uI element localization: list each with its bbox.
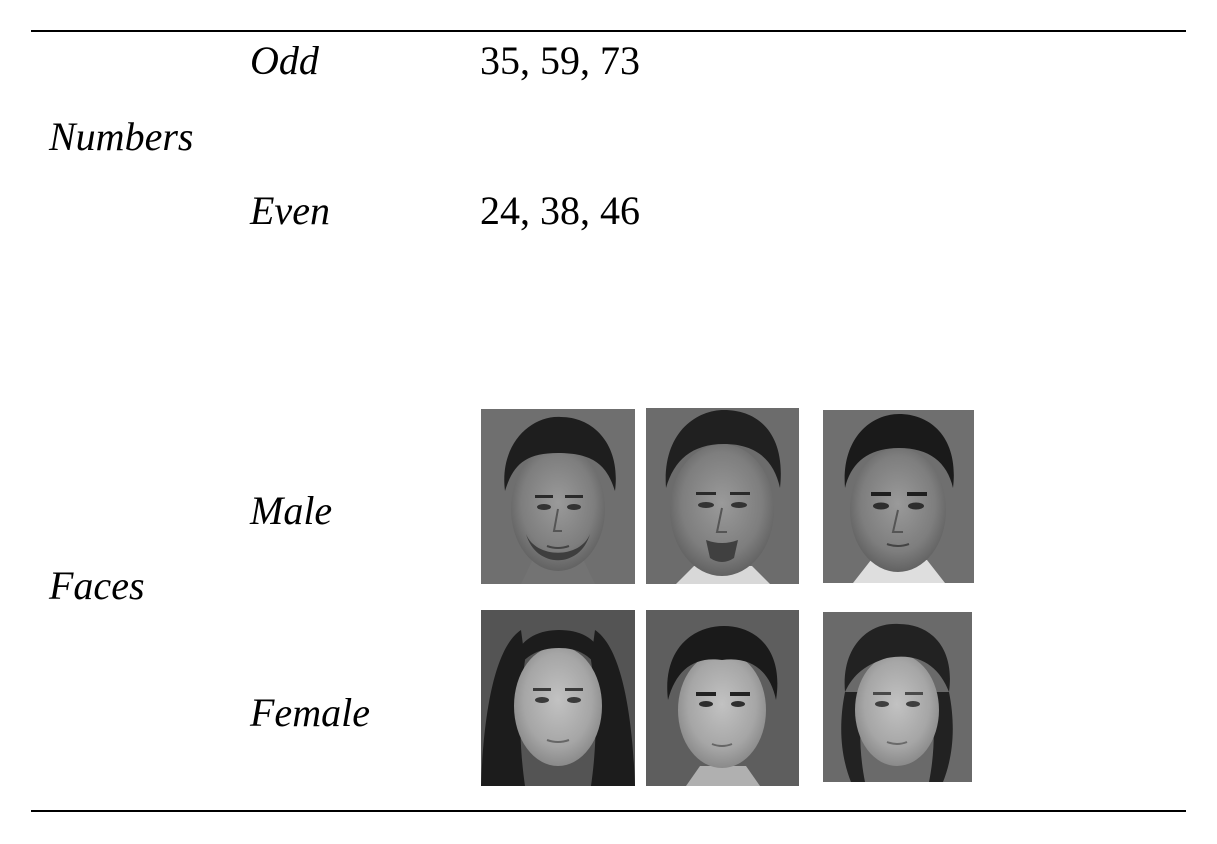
category-faces: Faces (49, 563, 145, 608)
odd-values: 35, 59, 73 (480, 38, 640, 83)
row-label-even: Even (250, 188, 330, 233)
male-face-photo (823, 410, 974, 583)
row-label-odd: Odd (250, 38, 319, 83)
female-face-photo (823, 612, 972, 782)
row-label-male: Male (250, 488, 333, 533)
male-face-photo (646, 408, 799, 584)
female-face-photo (646, 610, 799, 786)
bottom-rule (31, 810, 1186, 812)
even-values: 24, 38, 46 (480, 188, 640, 233)
row-label-female: Female (250, 690, 370, 735)
top-rule (31, 30, 1186, 32)
female-face-photo (481, 610, 635, 786)
male-face-photo (481, 409, 635, 584)
category-numbers: Numbers (49, 114, 194, 159)
